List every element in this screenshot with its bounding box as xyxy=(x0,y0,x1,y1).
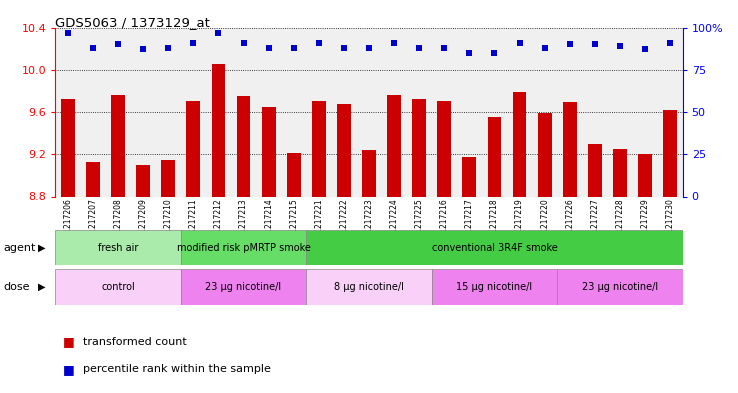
Text: percentile rank within the sample: percentile rank within the sample xyxy=(83,364,272,375)
Bar xyxy=(55,230,181,265)
Text: ▶: ▶ xyxy=(38,282,46,292)
Text: ▶: ▶ xyxy=(38,242,46,253)
Bar xyxy=(638,154,652,196)
Bar xyxy=(237,96,250,196)
Bar xyxy=(488,117,501,196)
Bar xyxy=(557,269,683,305)
Text: ■: ■ xyxy=(63,335,75,349)
Bar xyxy=(181,230,306,265)
Bar xyxy=(438,101,451,196)
Bar xyxy=(387,95,401,196)
Bar xyxy=(61,99,75,196)
Text: control: control xyxy=(101,282,135,292)
Bar xyxy=(262,107,275,196)
Bar xyxy=(287,153,300,196)
Bar xyxy=(111,95,125,196)
Text: conventional 3R4F smoke: conventional 3R4F smoke xyxy=(432,242,557,253)
Bar xyxy=(86,162,100,196)
Bar xyxy=(413,99,426,196)
Bar xyxy=(137,165,150,196)
Bar xyxy=(613,149,627,196)
Text: dose: dose xyxy=(4,282,30,292)
Bar xyxy=(362,150,376,196)
Text: fresh air: fresh air xyxy=(98,242,138,253)
Bar xyxy=(538,113,551,196)
Bar xyxy=(463,158,476,196)
Bar xyxy=(432,269,557,305)
Bar xyxy=(162,160,175,196)
Text: 23 μg nicotine/l: 23 μg nicotine/l xyxy=(205,282,282,292)
Bar xyxy=(588,144,601,196)
Text: GDS5063 / 1373129_at: GDS5063 / 1373129_at xyxy=(55,16,210,29)
Bar xyxy=(663,110,677,196)
Text: modified risk pMRTP smoke: modified risk pMRTP smoke xyxy=(176,242,311,253)
Bar xyxy=(306,269,432,305)
Bar xyxy=(337,104,351,196)
Bar xyxy=(187,101,200,196)
Text: agent: agent xyxy=(4,242,36,253)
Bar xyxy=(55,269,181,305)
Text: 15 μg nicotine/l: 15 μg nicotine/l xyxy=(456,282,533,292)
Text: 23 μg nicotine/l: 23 μg nicotine/l xyxy=(582,282,658,292)
Text: transformed count: transformed count xyxy=(83,337,187,347)
Bar xyxy=(212,64,225,196)
Text: 8 μg nicotine/l: 8 μg nicotine/l xyxy=(334,282,404,292)
Bar xyxy=(181,269,306,305)
Bar xyxy=(312,101,325,196)
Bar xyxy=(306,230,683,265)
Bar xyxy=(513,92,526,196)
Bar xyxy=(563,103,576,196)
Text: ■: ■ xyxy=(63,363,75,376)
